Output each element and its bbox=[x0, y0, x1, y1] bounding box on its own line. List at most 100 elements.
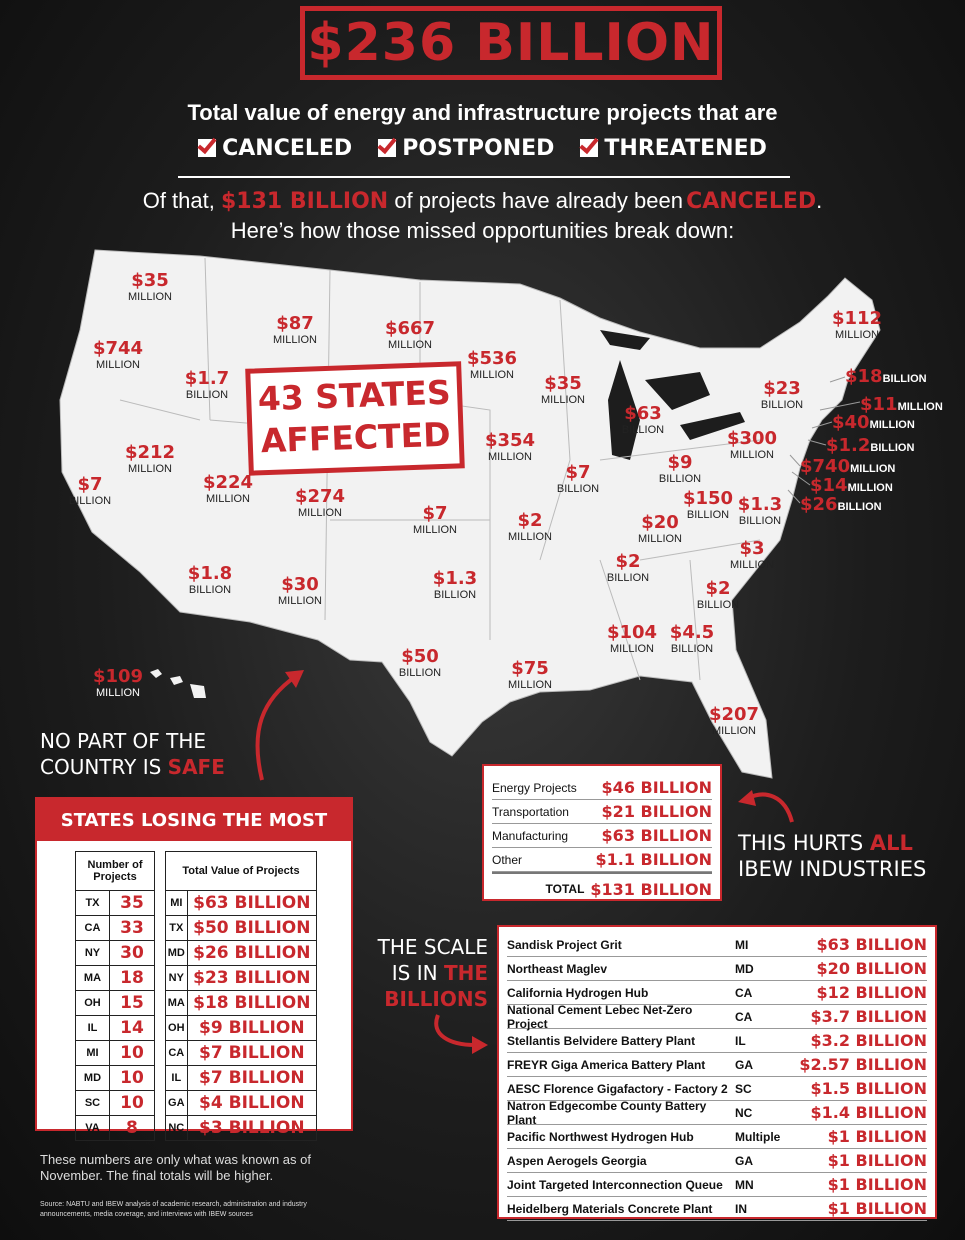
label-amount: $300 bbox=[726, 428, 778, 449]
label-amount: $744 bbox=[92, 338, 144, 359]
industry-value: $46 BILLION bbox=[601, 778, 712, 797]
label-unit: BILLION bbox=[606, 572, 650, 584]
industry-name: Transportation bbox=[492, 804, 569, 819]
project-name: Joint Targeted Interconnection Queue bbox=[507, 1177, 723, 1192]
map-label: $667 MILLION bbox=[385, 320, 435, 351]
state-code: SC bbox=[75, 1090, 110, 1116]
project-value: $1.4 BILLION bbox=[810, 1103, 927, 1122]
label-unit: BILLION bbox=[188, 584, 232, 596]
project-count: 8 bbox=[108, 1115, 156, 1141]
industry-value: $21 BILLION bbox=[601, 802, 712, 821]
label-unit: BILLION bbox=[68, 495, 112, 507]
label-unit: BILLION bbox=[738, 515, 782, 527]
label-amount: $1.2 bbox=[826, 435, 871, 456]
project-value: $63 BILLION bbox=[816, 935, 927, 954]
label-amount: $109 bbox=[92, 666, 144, 687]
callout-text: COUNTRY IS bbox=[40, 755, 162, 779]
label-unit: MILLION bbox=[869, 419, 915, 431]
state-code: IL bbox=[75, 1015, 110, 1041]
project-state: IN bbox=[735, 1201, 747, 1216]
project-value: $4 BILLION bbox=[186, 1090, 318, 1116]
side-label: $40MILLION bbox=[832, 414, 915, 432]
side-label: $26BILLION bbox=[800, 496, 882, 514]
state-code: MA bbox=[75, 965, 110, 991]
map-label: $9 BILLION bbox=[659, 454, 701, 485]
state-code: OH bbox=[75, 990, 110, 1016]
intro-text: . bbox=[816, 188, 823, 213]
industry-rows: Energy Projects $46 BILLION Transportation… bbox=[484, 766, 720, 872]
label-amount: $4.5 bbox=[669, 622, 715, 643]
arrow-head bbox=[472, 1036, 488, 1054]
project-row: FREYR Giga America Battery Plant GA $2.57 … bbox=[507, 1053, 927, 1077]
label-amount: $354 bbox=[484, 430, 536, 451]
label-amount: $30 bbox=[281, 574, 319, 595]
state-code: GA bbox=[165, 1090, 188, 1116]
label-amount: $20 bbox=[641, 512, 679, 533]
label-unit: MILLION bbox=[277, 595, 323, 607]
project-row: Joint Targeted Interconnection Queue MN $1… bbox=[507, 1173, 927, 1197]
project-name: California Hydrogen Hub bbox=[507, 985, 649, 1000]
map-label: $274 MILLION bbox=[295, 488, 345, 519]
map-label: $4.5 BILLION bbox=[670, 624, 714, 655]
callout-line: IS IN THE bbox=[368, 960, 488, 986]
label-amount: $667 bbox=[384, 318, 436, 339]
value-row: CA $7 BILLION bbox=[165, 1040, 318, 1066]
label-amount: $207 bbox=[708, 704, 760, 725]
value-table: Total Value of Projects MI $63 BILLION TX $5… bbox=[165, 851, 318, 1141]
label-unit: MILLION bbox=[127, 291, 173, 303]
industry-value: $1.1 BILLION bbox=[595, 850, 712, 869]
callout-line: THIS HURTS ALL bbox=[738, 830, 926, 856]
label-unit: BILLION bbox=[882, 373, 927, 385]
map-label: $212 MILLION bbox=[125, 444, 175, 475]
label-unit: MILLION bbox=[540, 394, 586, 406]
hawaii bbox=[150, 669, 206, 698]
label-unit: MILLION bbox=[387, 339, 433, 351]
project-state: Multiple bbox=[735, 1129, 781, 1144]
callout-emphasis: THE bbox=[443, 961, 488, 985]
checkbox bbox=[198, 139, 217, 157]
side-label: $11MILLION bbox=[860, 396, 943, 414]
project-name: National Cement Lebec Net-Zero Project bbox=[507, 1002, 693, 1031]
project-row: National Cement Lebec Net-Zero Project CA… bbox=[507, 1002, 927, 1031]
label-amount: $740 bbox=[800, 456, 851, 477]
label-amount: $224 bbox=[202, 472, 254, 493]
project-count: 10 bbox=[108, 1090, 156, 1116]
label-unit: MILLION bbox=[834, 329, 880, 341]
label-unit: MILLION bbox=[297, 507, 343, 519]
project-state: GA bbox=[735, 1057, 753, 1072]
label-unit: BILLION bbox=[398, 667, 442, 679]
value-row: NC $3 BILLION bbox=[165, 1115, 318, 1141]
states-badge: 43 STATES AFFECTED bbox=[245, 361, 465, 476]
map-label: $2 BILLION bbox=[697, 580, 739, 611]
map-label: $1.3 BILLION bbox=[433, 570, 477, 601]
industry-row: Energy Projects $46 BILLION bbox=[492, 776, 712, 800]
label-unit: BILLION bbox=[658, 473, 702, 485]
value-row: GA $4 BILLION bbox=[165, 1090, 318, 1116]
label-amount: $1.8 bbox=[187, 563, 233, 584]
map-label: $23 BILLION bbox=[761, 380, 803, 411]
project-state: CA bbox=[735, 985, 753, 1000]
status-item: POSTPONED bbox=[378, 136, 554, 161]
state-code: TX bbox=[75, 890, 110, 916]
project-name: Aspen Aerogels Georgia bbox=[507, 1153, 647, 1168]
project-value: $3 BILLION bbox=[186, 1115, 318, 1141]
project-value: $7 BILLION bbox=[186, 1065, 318, 1091]
project-state: MD bbox=[735, 961, 754, 976]
label-unit: MILLION bbox=[95, 687, 141, 699]
industries-panel: Energy Projects $46 BILLION Transportation… bbox=[482, 764, 722, 901]
state-code: CA bbox=[75, 915, 110, 941]
count-row: MD 10 bbox=[75, 1065, 156, 1091]
map-label: $536 MILLION bbox=[467, 350, 517, 381]
project-value: $2.57 BILLION bbox=[799, 1055, 927, 1074]
project-name: AESC Florence Gigafactory - Factory 2 bbox=[507, 1081, 728, 1096]
project-value: $1 BILLION bbox=[827, 1127, 927, 1146]
side-label: $740MILLION bbox=[800, 458, 895, 476]
map-label: $207 MILLION bbox=[709, 706, 759, 737]
project-count: 15 bbox=[108, 990, 156, 1016]
table-body: MI $63 BILLION TX $50 BILLION MD $26 BILLION N… bbox=[165, 890, 318, 1141]
project-state: IL bbox=[735, 1033, 746, 1048]
project-name: Sandisk Project Grit bbox=[507, 937, 622, 952]
label-amount: $26 bbox=[800, 494, 838, 515]
source-note: Source: NABTU and IBEW analysis of acade… bbox=[40, 1201, 307, 1218]
